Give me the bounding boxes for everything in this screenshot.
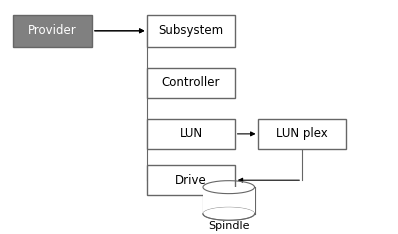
Text: Controller: Controller bbox=[162, 77, 220, 89]
Text: LUN: LUN bbox=[179, 127, 203, 140]
Text: Drive: Drive bbox=[175, 174, 207, 187]
Text: Subsystem: Subsystem bbox=[158, 24, 224, 37]
Polygon shape bbox=[203, 207, 255, 214]
FancyBboxPatch shape bbox=[147, 15, 235, 47]
Text: LUN plex: LUN plex bbox=[276, 127, 328, 140]
FancyBboxPatch shape bbox=[258, 119, 346, 149]
Text: Spindle: Spindle bbox=[208, 221, 250, 231]
Text: Provider: Provider bbox=[28, 24, 77, 37]
FancyBboxPatch shape bbox=[13, 15, 92, 47]
FancyBboxPatch shape bbox=[147, 119, 235, 149]
FancyBboxPatch shape bbox=[147, 165, 235, 195]
Polygon shape bbox=[203, 187, 255, 214]
FancyBboxPatch shape bbox=[147, 68, 235, 98]
